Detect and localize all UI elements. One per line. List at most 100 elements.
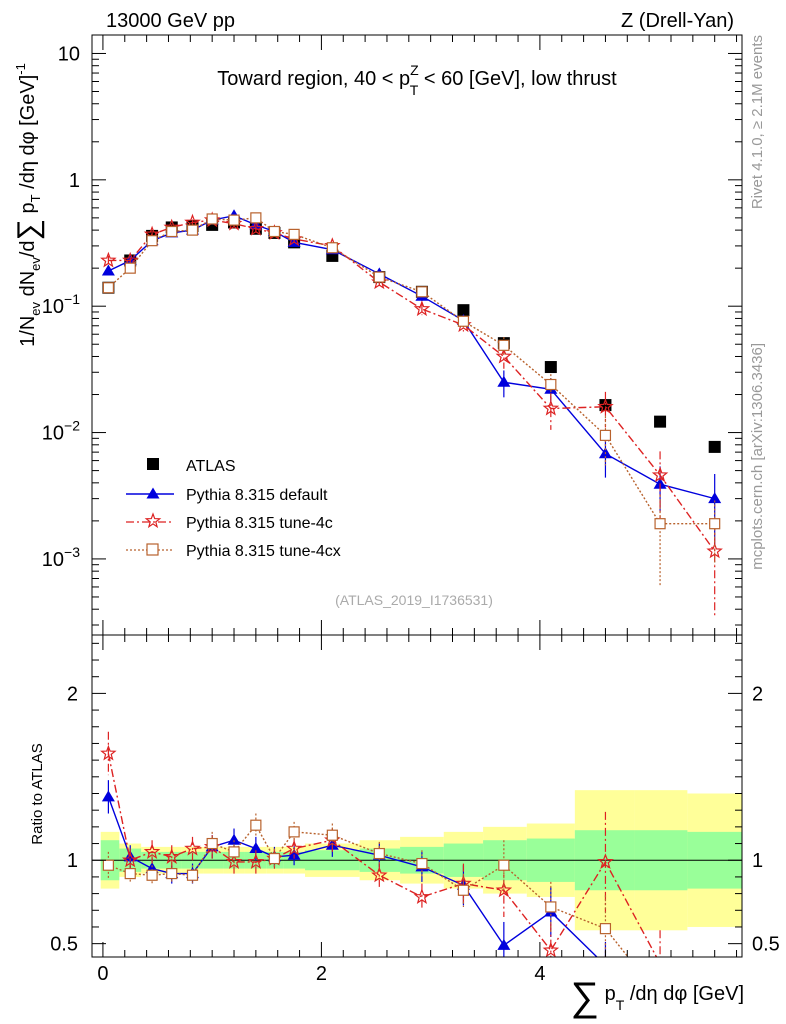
main-s1-pythia-8-315-default-point-0 xyxy=(101,264,115,276)
main-ytick-label-3: 1 xyxy=(69,170,80,192)
main-s3-pythia-8-315-tune-4cx-point-3 xyxy=(166,225,178,238)
main-s3-pythia-8-315-tune-4cx-point-14 xyxy=(498,339,510,351)
ratio-ylabel: Ratio to ATLAS xyxy=(29,743,46,844)
ratio-s2-pythia-8-315-tune-4cx-point-5 xyxy=(206,837,218,850)
ratio-s1-pythia-8-315-tune-4c-point-3 xyxy=(163,848,181,865)
main-s0-atlas-point-13 xyxy=(457,304,470,317)
ratio-s2-pythia-8-315-tune-4cx-point-6 xyxy=(228,846,240,858)
main-s3-pythia-8-315-tune-4cx-point-1 xyxy=(124,262,136,274)
main-s3-pythia-8-315-tune-4cx-point-8 xyxy=(268,225,281,238)
reference-label: (ATLAS_2019_I1736531) xyxy=(335,592,493,608)
main-s3-pythia-8-315-tune-4cx-point-10 xyxy=(326,242,338,254)
ratio-s2-pythia-8-315-tune-4cx-point-8 xyxy=(268,852,281,865)
ratio-s2-pythia-8-315-tune-4cx-point-15 xyxy=(545,901,557,913)
ratio-s1-pythia-8-315-tune-4c-point-1 xyxy=(121,851,139,868)
x-tick-label-0: 0 xyxy=(97,963,108,985)
ratio-s1-line-pythia-8-315-tune-4c xyxy=(107,753,658,957)
ratio-s0-pythia-8-315-default-point-6 xyxy=(227,833,241,845)
legend-label-atlas: ATLAS xyxy=(186,458,236,475)
header-right: Z (Drell-Yan) xyxy=(621,10,734,32)
ratio-s2-pythia-8-315-tune-4cx-point-7 xyxy=(250,819,262,831)
main-s3-pythia-8-315-tune-4cx-point-7 xyxy=(250,212,262,224)
main-series-group xyxy=(100,209,723,617)
ratio-s1-pythia-8-315-tune-4c-point-16 xyxy=(597,853,614,870)
legend: ATLAS Pythia 8.315 default Pythia 8.315 … xyxy=(126,458,341,560)
legend-label-default: Pythia 8.315 default xyxy=(186,487,328,504)
main-s3-pythia-8-315-tune-4cx-point-17 xyxy=(654,518,666,530)
main-panel: 10−3 10−2 10−1 1 10 Toward region, 40 < pZ T … xyxy=(42,34,743,636)
ratio-s2-pythia-8-315-tune-4cx-point-3 xyxy=(166,867,178,880)
ratio-s2-pythia-8-315-tune-4cx-point-2 xyxy=(146,869,158,881)
x-axis-label: ∑ pT /dη dφ [GeV] xyxy=(571,975,744,1019)
ratio-ytick-label-left-1: 1 xyxy=(67,850,78,872)
ratio-panel: 0.5 0.5 1 1 2 2 0 2 4 xyxy=(50,634,780,985)
ratio-s0-pythia-8-315-default-point-14 xyxy=(497,938,511,950)
title-sub: T xyxy=(410,82,419,98)
main-s3-pythia-8-315-tune-4cx-point-11 xyxy=(373,271,385,283)
chart-title: Toward region, 40 < pZ T < 60 [GeV], low … xyxy=(217,62,617,98)
main-ylabel-text: 1/Nev dNev/d∑ pT /dη dφ [GeV]-1 xyxy=(12,63,45,347)
ratio-series-group xyxy=(92,731,742,957)
ratio-s0-pythia-8-315-default-point-0 xyxy=(101,790,115,802)
ratio-s1-pythia-8-315-tune-4c-point-14 xyxy=(495,881,513,898)
main-ytick-label-1: 10−2 xyxy=(42,418,80,445)
ratio-s2-pythia-8-315-tune-4cx-point-16 xyxy=(599,923,612,935)
main-s3-pythia-8-315-tune-4cx-point-15 xyxy=(545,378,557,391)
ratio-s2-pythia-8-315-tune-4cx-point-14 xyxy=(498,859,510,871)
main-s3-pythia-8-315-tune-4cx-point-2 xyxy=(146,235,158,247)
legend-marker-atlas xyxy=(147,458,159,470)
main-s3-line-pythia-8-315-tune-4cx xyxy=(107,217,715,525)
ratio-s2-pythia-8-315-tune-4cx-point-4 xyxy=(186,869,199,881)
main-s3-pythia-8-315-tune-4cx-point-13 xyxy=(457,315,470,327)
ratio-s1-pythia-8-315-tune-4c-point-12 xyxy=(413,888,431,904)
main-s2-pythia-8-315-tune-4c-point-12 xyxy=(413,300,431,317)
main-s3-pythia-8-315-tune-4cx-point-6 xyxy=(228,214,240,226)
main-s3-pythia-8-315-tune-4cx-point-5 xyxy=(206,213,218,225)
ratio-s1-pythia-8-315-tune-4c-point-11 xyxy=(371,866,388,883)
ratio-s1-pythia-8-315-tune-4c-point-4 xyxy=(184,839,201,856)
main-s3-pythia-8-315-tune-4cx-point-18 xyxy=(709,518,721,530)
main-ytick-label-4: 10 xyxy=(58,43,80,65)
ratio-s1-pythia-8-315-tune-4c-point-2 xyxy=(143,843,161,860)
legend-label-4c: Pythia 8.315 tune-4c xyxy=(186,515,333,532)
main-s1-pythia-8-315-default-point-14 xyxy=(497,375,511,387)
main-s3-pythia-8-315-tune-4cx-point-4 xyxy=(186,224,199,236)
ratio-s0-pythia-8-315-default-point-9 xyxy=(287,848,301,860)
main-ylabel: 1/Nev dNev/d∑ pT /dη dφ [GeV]-1 xyxy=(12,63,45,347)
ratio-s2-pythia-8-315-tune-4cx-point-0 xyxy=(102,859,114,871)
ratio-ytick-label-right-2: 2 xyxy=(752,683,763,705)
main-s3-pythia-8-315-tune-4cx-point-16 xyxy=(599,429,612,441)
ratio-s1-pythia-8-315-tune-4c-point-9 xyxy=(285,839,303,856)
main-plot-area xyxy=(100,209,723,617)
mcplots-label: mcplots.cern.ch [arXiv:1306.3436] xyxy=(749,343,766,570)
ratio-s1-pythia-8-315-tune-4c-point-15 xyxy=(542,941,560,957)
ratio-plot-area xyxy=(92,731,742,957)
x-tick-label-2: 4 xyxy=(534,963,545,985)
main-axes: 10−3 10−2 10−1 1 10 xyxy=(42,35,742,635)
main-s3-pythia-8-315-tune-4cx-point-9 xyxy=(288,228,300,240)
main-ytick-label-0: 10−3 xyxy=(42,544,80,571)
main-s2-pythia-8-315-tune-4c-point-15 xyxy=(542,399,560,416)
title-pre: Toward region, 40 < p xyxy=(217,68,410,90)
main-s1-pythia-8-315-default-point-17 xyxy=(653,477,667,489)
legend-marker-4cx xyxy=(146,543,159,556)
ratio-axes: 0.5 0.5 1 1 2 2 0 2 4 xyxy=(50,635,780,985)
rivet-label-text: Rivet 4.1.0, ≥ 2.1M events xyxy=(749,35,766,209)
main-s1-line-pythia-8-315-default xyxy=(108,214,715,500)
main-s3-pythia-8-315-tune-4cx-point-12 xyxy=(416,286,428,298)
ratio-s2-pythia-8-315-tune-4cx-point-1 xyxy=(124,867,136,880)
ratio-ylabel-text: Ratio to ATLAS xyxy=(29,743,46,844)
ratio-frame xyxy=(91,634,743,958)
main-s1-pythia-8-315-default-point-18 xyxy=(708,492,722,504)
main-s2-pythia-8-315-tune-4c-point-7 xyxy=(247,220,265,236)
x-tick-label-1: 2 xyxy=(316,963,327,985)
main-s0-atlas-point-17 xyxy=(654,415,667,428)
ratio-s2-pythia-8-315-tune-4cx-point-13 xyxy=(457,884,470,896)
main-ytick-label-2: 10−1 xyxy=(42,291,80,318)
title-post: < 60 [GeV], low thrust xyxy=(418,68,617,90)
ratio-s1-pythia-8-315-tune-4c-point-0 xyxy=(100,744,117,761)
ratio-ytick-label-left-0: 0.5 xyxy=(50,934,78,956)
main-s0-atlas-point-18 xyxy=(708,440,721,453)
main-s2-pythia-8-315-tune-4c-point-17 xyxy=(651,466,669,483)
